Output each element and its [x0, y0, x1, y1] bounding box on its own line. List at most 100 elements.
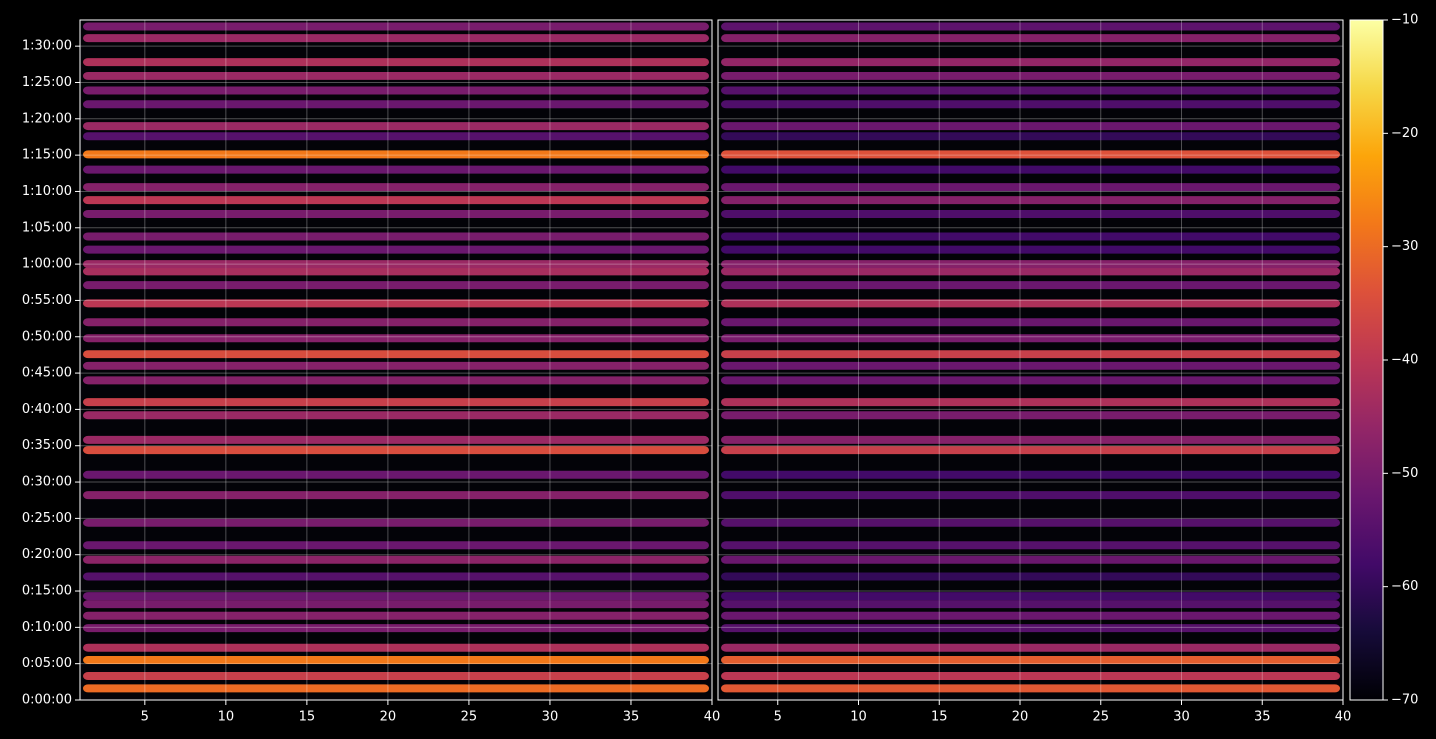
y-tick-label: 0:20:00	[22, 547, 72, 562]
heat-row	[721, 350, 1340, 359]
heat-row	[721, 518, 1340, 527]
y-tick-label: 0:35:00	[22, 438, 72, 453]
heat-row	[721, 361, 1340, 370]
heat-row	[83, 376, 709, 385]
heat-row	[721, 555, 1340, 564]
heat-row	[721, 446, 1340, 455]
heat-row	[721, 71, 1340, 80]
y-tick-label: 1:20:00	[22, 111, 72, 126]
heat-row	[83, 58, 709, 67]
heat-row	[83, 318, 709, 327]
heat-row	[83, 299, 709, 308]
heat-row	[721, 572, 1340, 581]
y-tick-label: 0:40:00	[22, 402, 72, 417]
heat-row	[721, 299, 1340, 308]
y-tick-label: 0:50:00	[22, 329, 72, 344]
heat-row	[83, 209, 709, 218]
colorbar	[1349, 19, 1384, 701]
heat-row	[83, 22, 709, 31]
heat-row	[83, 361, 709, 370]
heat-row	[83, 34, 709, 43]
y-tick-label: 0:25:00	[22, 511, 72, 526]
heat-row	[721, 541, 1340, 550]
y-tick-label: 0:45:00	[22, 366, 72, 381]
heat-row	[83, 611, 709, 620]
heat-row	[721, 435, 1340, 444]
heat-row	[721, 643, 1340, 652]
panel-frame	[79, 19, 713, 701]
y-tick-label: 0:00:00	[22, 693, 72, 708]
x-tick-label: 30	[1173, 710, 1190, 725]
heat-row	[721, 624, 1340, 633]
x-tick-label: 5	[141, 710, 149, 725]
colorbar-tick-label: −60	[1391, 579, 1418, 594]
heat-row	[83, 491, 709, 500]
heat-row	[83, 150, 709, 159]
x-tick-label: 25	[461, 710, 478, 725]
colorbar-tick-label: −30	[1391, 239, 1418, 254]
y-tick-label: 0:10:00	[22, 620, 72, 635]
heat-row	[721, 165, 1340, 174]
heat-row	[721, 318, 1340, 327]
colorbar-tick-label: −50	[1391, 466, 1418, 481]
x-tick-label: 10	[218, 710, 235, 725]
x-tick-label: 15	[299, 710, 316, 725]
heat-row	[83, 132, 709, 141]
heat-row	[83, 165, 709, 174]
x-tick-label: 40	[704, 710, 721, 725]
heat-row	[721, 232, 1340, 241]
heat-row	[721, 267, 1340, 276]
heat-row	[83, 245, 709, 254]
heat-row	[83, 122, 709, 131]
heat-row	[83, 555, 709, 564]
heat-row	[83, 71, 709, 80]
heat-row	[721, 100, 1340, 109]
x-tick-label: 5	[774, 710, 782, 725]
heat-row	[83, 350, 709, 359]
heat-row	[721, 281, 1340, 290]
heat-row	[721, 122, 1340, 131]
heat-row	[721, 611, 1340, 620]
colorbar-tick-label: −10	[1391, 13, 1418, 28]
heat-row	[83, 624, 709, 633]
heat-row	[83, 600, 709, 609]
heat-row	[83, 411, 709, 420]
x-tick-label: 35	[1254, 710, 1271, 725]
heat-row	[721, 600, 1340, 609]
heat-row	[721, 260, 1340, 269]
heat-row	[721, 411, 1340, 420]
heat-row	[721, 34, 1340, 43]
heat-row	[721, 245, 1340, 254]
colorbar-tick-label: −70	[1391, 693, 1418, 708]
heat-row	[83, 446, 709, 455]
heat-row	[83, 572, 709, 581]
x-tick-label: 25	[1092, 710, 1109, 725]
heat-row	[721, 656, 1340, 665]
x-tick-label: 20	[1012, 710, 1029, 725]
heat-row	[83, 592, 709, 601]
heat-row	[83, 435, 709, 444]
heat-row	[721, 470, 1340, 479]
y-tick-label: 0:05:00	[22, 656, 72, 671]
heat-row	[83, 672, 709, 681]
heat-row	[721, 334, 1340, 343]
heat-row	[83, 232, 709, 241]
y-tick-label: 1:05:00	[22, 220, 72, 235]
heat-row	[721, 209, 1340, 218]
heat-row	[83, 518, 709, 527]
heat-row	[83, 183, 709, 192]
heat-row	[83, 100, 709, 109]
x-tick-label: 30	[542, 710, 559, 725]
heat-row	[83, 470, 709, 479]
x-tick-label: 35	[623, 710, 640, 725]
colorbar-tick-label: −20	[1391, 126, 1418, 141]
x-tick-label: 15	[931, 710, 948, 725]
y-tick-label: 0:15:00	[22, 584, 72, 599]
heat-row	[83, 260, 709, 269]
panel-frame	[717, 19, 1344, 701]
y-tick-label: 1:15:00	[22, 148, 72, 163]
heat-row	[83, 334, 709, 343]
heat-row	[721, 398, 1340, 407]
heat-row	[721, 132, 1340, 141]
